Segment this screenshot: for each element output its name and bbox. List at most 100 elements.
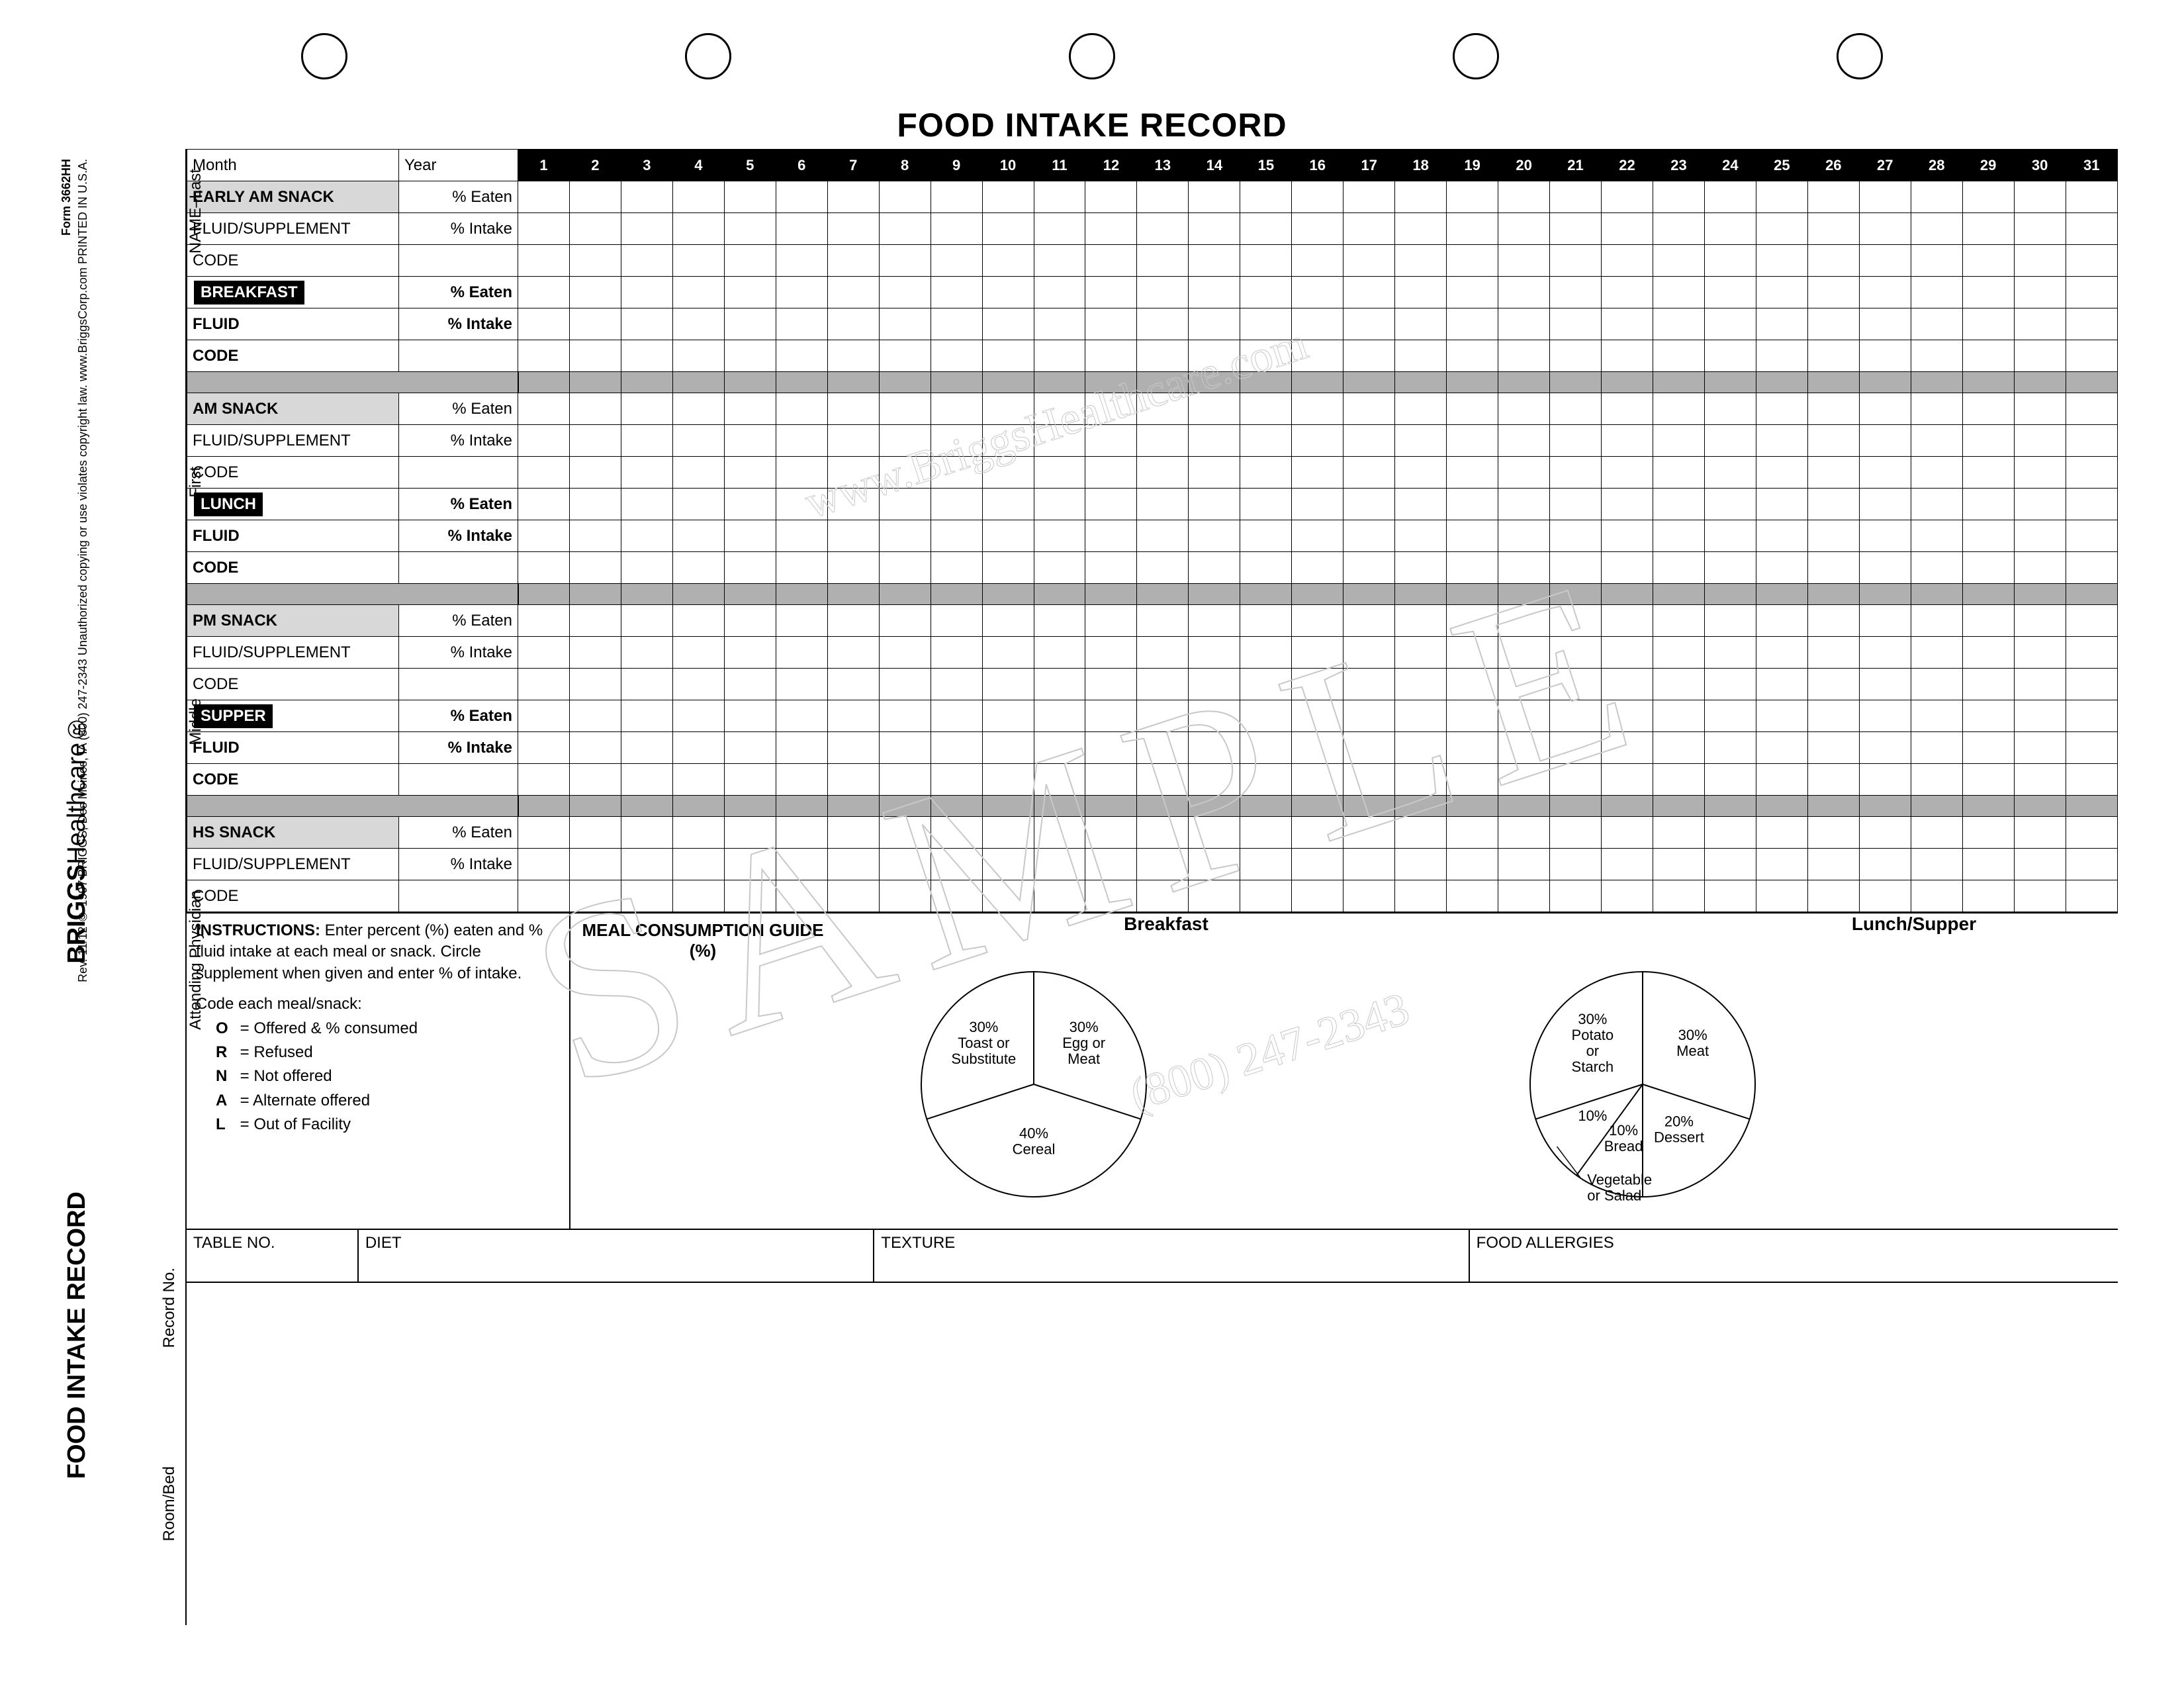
grid-cell[interactable] xyxy=(1395,700,1447,732)
grid-cell[interactable] xyxy=(1395,213,1447,245)
grid-cell[interactable] xyxy=(1550,393,1602,425)
grid-cell[interactable] xyxy=(1602,817,1653,849)
grid-cell[interactable] xyxy=(776,520,827,552)
grid-cell[interactable] xyxy=(1602,245,1653,277)
grid-cell[interactable] xyxy=(1911,340,1962,372)
grid-cell[interactable] xyxy=(1034,181,1085,213)
grid-cell[interactable] xyxy=(569,732,621,764)
grid-cell[interactable] xyxy=(1292,669,1343,700)
grid-cell[interactable] xyxy=(1447,669,1498,700)
grid-cell[interactable] xyxy=(2066,605,2117,637)
grid-cell[interactable] xyxy=(1395,669,1447,700)
grid-cell[interactable] xyxy=(518,849,570,880)
grid-cell[interactable] xyxy=(1395,277,1447,308)
grid-cell[interactable] xyxy=(1292,489,1343,520)
grid-cell[interactable] xyxy=(1085,393,1137,425)
grid-cell[interactable] xyxy=(672,669,724,700)
grid-cell[interactable] xyxy=(569,700,621,732)
grid-cell[interactable] xyxy=(1395,457,1447,489)
grid-cell[interactable] xyxy=(1292,637,1343,669)
grid-cell[interactable] xyxy=(1085,340,1137,372)
grid-cell[interactable] xyxy=(2066,308,2117,340)
grid-cell[interactable] xyxy=(1034,277,1085,308)
grid-cell[interactable] xyxy=(1085,637,1137,669)
grid-cell[interactable] xyxy=(672,277,724,308)
grid-cell[interactable] xyxy=(1653,457,1704,489)
grid-cell[interactable] xyxy=(1807,425,1859,457)
grid-cell[interactable] xyxy=(1756,605,1807,637)
grid-cell[interactable] xyxy=(1911,308,1962,340)
grid-cell[interactable] xyxy=(1395,552,1447,584)
grid-cell[interactable] xyxy=(1240,277,1292,308)
grid-cell[interactable] xyxy=(569,669,621,700)
grid-cell[interactable] xyxy=(621,520,672,552)
grid-cell[interactable] xyxy=(569,637,621,669)
grid-cell[interactable] xyxy=(1498,764,1550,796)
grid-cell[interactable] xyxy=(827,849,879,880)
grid-cell[interactable] xyxy=(1859,552,1911,584)
grid-cell[interactable] xyxy=(621,277,672,308)
grid-cell[interactable] xyxy=(621,880,672,912)
grid-cell[interactable] xyxy=(518,489,570,520)
grid-cell[interactable] xyxy=(2014,732,2066,764)
grid-cell[interactable] xyxy=(1653,637,1704,669)
grid-cell[interactable] xyxy=(1704,277,1756,308)
grid-cell[interactable] xyxy=(1240,425,1292,457)
grid-cell[interactable] xyxy=(1447,764,1498,796)
grid-cell[interactable] xyxy=(621,393,672,425)
grid-cell[interactable] xyxy=(1704,700,1756,732)
grid-cell[interactable] xyxy=(776,880,827,912)
grid-cell[interactable] xyxy=(1602,425,1653,457)
grid-cell[interactable] xyxy=(1447,489,1498,520)
grid-cell[interactable] xyxy=(1602,700,1653,732)
grid-cell[interactable] xyxy=(1859,213,1911,245)
grid-cell[interactable] xyxy=(2014,669,2066,700)
grid-cell[interactable] xyxy=(1189,637,1240,669)
grid-cell[interactable] xyxy=(1034,340,1085,372)
grid-cell[interactable] xyxy=(1911,520,1962,552)
grid-cell[interactable] xyxy=(1189,457,1240,489)
grid-cell[interactable] xyxy=(1447,393,1498,425)
grid-cell[interactable] xyxy=(1240,700,1292,732)
grid-cell[interactable] xyxy=(672,213,724,245)
grid-cell[interactable] xyxy=(672,552,724,584)
grid-cell[interactable] xyxy=(827,489,879,520)
grid-cell[interactable] xyxy=(827,764,879,796)
grid-cell[interactable] xyxy=(982,489,1034,520)
grid-cell[interactable] xyxy=(1240,489,1292,520)
grid-cell[interactable] xyxy=(1756,849,1807,880)
grid-cell[interactable] xyxy=(1550,277,1602,308)
grid-cell[interactable] xyxy=(1292,245,1343,277)
grid-cell[interactable] xyxy=(1911,393,1962,425)
grid-cell[interactable] xyxy=(931,245,982,277)
grid-cell[interactable] xyxy=(1807,669,1859,700)
grid-cell[interactable] xyxy=(1704,817,1756,849)
grid-cell[interactable] xyxy=(931,213,982,245)
grid-cell[interactable] xyxy=(1859,425,1911,457)
grid-cell[interactable] xyxy=(931,308,982,340)
grid-cell[interactable] xyxy=(1653,245,1704,277)
grid-cell[interactable] xyxy=(569,552,621,584)
grid-cell[interactable] xyxy=(1807,552,1859,584)
grid-cell[interactable] xyxy=(2066,700,2117,732)
grid-cell[interactable] xyxy=(1343,552,1395,584)
grid-cell[interactable] xyxy=(1240,880,1292,912)
grid-cell[interactable] xyxy=(2014,308,2066,340)
grid-cell[interactable] xyxy=(1292,520,1343,552)
grid-cell[interactable] xyxy=(1550,181,1602,213)
grid-cell[interactable] xyxy=(672,425,724,457)
grid-cell[interactable] xyxy=(1034,880,1085,912)
grid-cell[interactable] xyxy=(931,605,982,637)
grid-cell[interactable] xyxy=(1240,764,1292,796)
grid-cell[interactable] xyxy=(621,552,672,584)
grid-cell[interactable] xyxy=(1602,849,1653,880)
grid-cell[interactable] xyxy=(1137,425,1189,457)
grid-cell[interactable] xyxy=(2014,393,2066,425)
grid-cell[interactable] xyxy=(1292,457,1343,489)
grid-cell[interactable] xyxy=(931,732,982,764)
grid-cell[interactable] xyxy=(1447,457,1498,489)
grid-cell[interactable] xyxy=(1189,213,1240,245)
grid-cell[interactable] xyxy=(724,732,776,764)
grid-cell[interactable] xyxy=(1137,637,1189,669)
grid-cell[interactable] xyxy=(1240,669,1292,700)
